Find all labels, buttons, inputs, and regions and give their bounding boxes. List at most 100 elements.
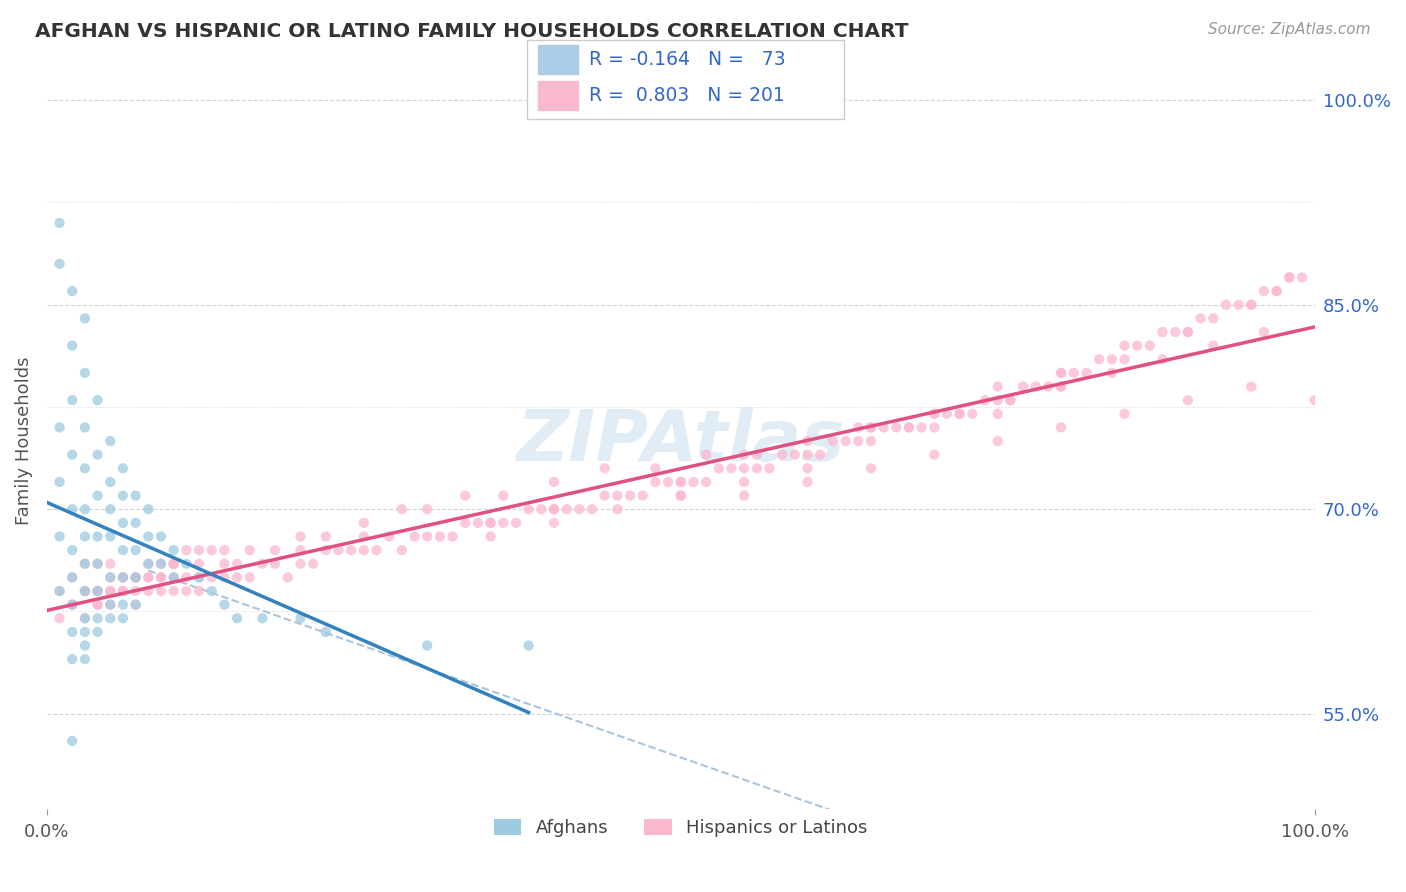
Point: [86, 529, 108, 543]
Point: [188, 570, 211, 584]
Point: [505, 516, 527, 530]
Point: [252, 557, 274, 571]
Point: [1253, 325, 1275, 339]
Point: [111, 516, 134, 530]
Point: [60, 284, 83, 298]
Point: [353, 516, 375, 530]
Point: [150, 570, 173, 584]
Point: [188, 557, 211, 571]
Point: [60, 598, 83, 612]
Y-axis label: Family Households: Family Households: [15, 357, 32, 525]
Point: [1000, 393, 1022, 408]
Point: [98, 584, 121, 599]
Point: [1265, 284, 1288, 298]
Point: [796, 448, 818, 462]
Point: [479, 516, 502, 530]
Point: [340, 543, 363, 558]
Point: [48, 216, 70, 230]
Point: [1000, 393, 1022, 408]
Point: [86, 557, 108, 571]
Point: [454, 489, 477, 503]
Point: [111, 543, 134, 558]
Point: [290, 529, 312, 543]
Point: [201, 543, 224, 558]
Point: [98, 611, 121, 625]
Point: [150, 557, 173, 571]
Point: [429, 529, 451, 543]
Point: [150, 584, 173, 599]
Point: [669, 489, 692, 503]
Point: [416, 639, 439, 653]
Point: [366, 543, 388, 558]
Point: [86, 489, 108, 503]
Point: [936, 407, 959, 421]
Point: [86, 598, 108, 612]
Point: [530, 502, 553, 516]
Point: [48, 420, 70, 434]
Point: [111, 570, 134, 584]
Legend: Afghans, Hispanics or Latinos: Afghans, Hispanics or Latinos: [486, 812, 875, 845]
Point: [163, 557, 186, 571]
Point: [60, 652, 83, 666]
Point: [1164, 325, 1187, 339]
Point: [73, 611, 96, 625]
Point: [60, 734, 83, 748]
Point: [1152, 352, 1174, 367]
Point: [73, 366, 96, 380]
Point: [150, 570, 173, 584]
Point: [1012, 379, 1035, 393]
Point: [1050, 366, 1073, 380]
Point: [98, 529, 121, 543]
Point: [264, 543, 287, 558]
Point: [1101, 352, 1123, 367]
Point: [669, 475, 692, 489]
Point: [163, 570, 186, 584]
Point: [593, 461, 616, 475]
Point: [543, 475, 565, 489]
Point: [897, 420, 920, 434]
Point: [136, 557, 159, 571]
Point: [416, 529, 439, 543]
Text: Source: ZipAtlas.com: Source: ZipAtlas.com: [1208, 22, 1371, 37]
Point: [1050, 366, 1073, 380]
Point: [98, 570, 121, 584]
Point: [1291, 270, 1313, 285]
Point: [1076, 366, 1098, 380]
Point: [669, 489, 692, 503]
Point: [302, 557, 325, 571]
Point: [111, 611, 134, 625]
Point: [201, 584, 224, 599]
Point: [1101, 366, 1123, 380]
Point: [188, 543, 211, 558]
Point: [60, 570, 83, 584]
Point: [1177, 325, 1199, 339]
Point: [86, 624, 108, 639]
Point: [1240, 298, 1263, 312]
Point: [124, 584, 146, 599]
Point: [821, 434, 844, 448]
Point: [758, 461, 780, 475]
Point: [98, 584, 121, 599]
Point: [987, 407, 1010, 421]
Point: [124, 598, 146, 612]
Point: [86, 393, 108, 408]
Point: [1139, 338, 1161, 352]
Point: [111, 570, 134, 584]
Point: [783, 448, 806, 462]
Point: [98, 598, 121, 612]
Point: [86, 557, 108, 571]
Point: [949, 407, 972, 421]
Point: [328, 543, 350, 558]
Point: [136, 570, 159, 584]
Point: [492, 489, 515, 503]
Point: [60, 598, 83, 612]
Point: [1240, 298, 1263, 312]
Point: [733, 489, 755, 503]
Point: [924, 420, 946, 434]
Point: [98, 570, 121, 584]
Point: [1215, 298, 1237, 312]
Point: [48, 475, 70, 489]
Point: [581, 502, 603, 516]
Point: [150, 529, 173, 543]
Point: [631, 489, 654, 503]
